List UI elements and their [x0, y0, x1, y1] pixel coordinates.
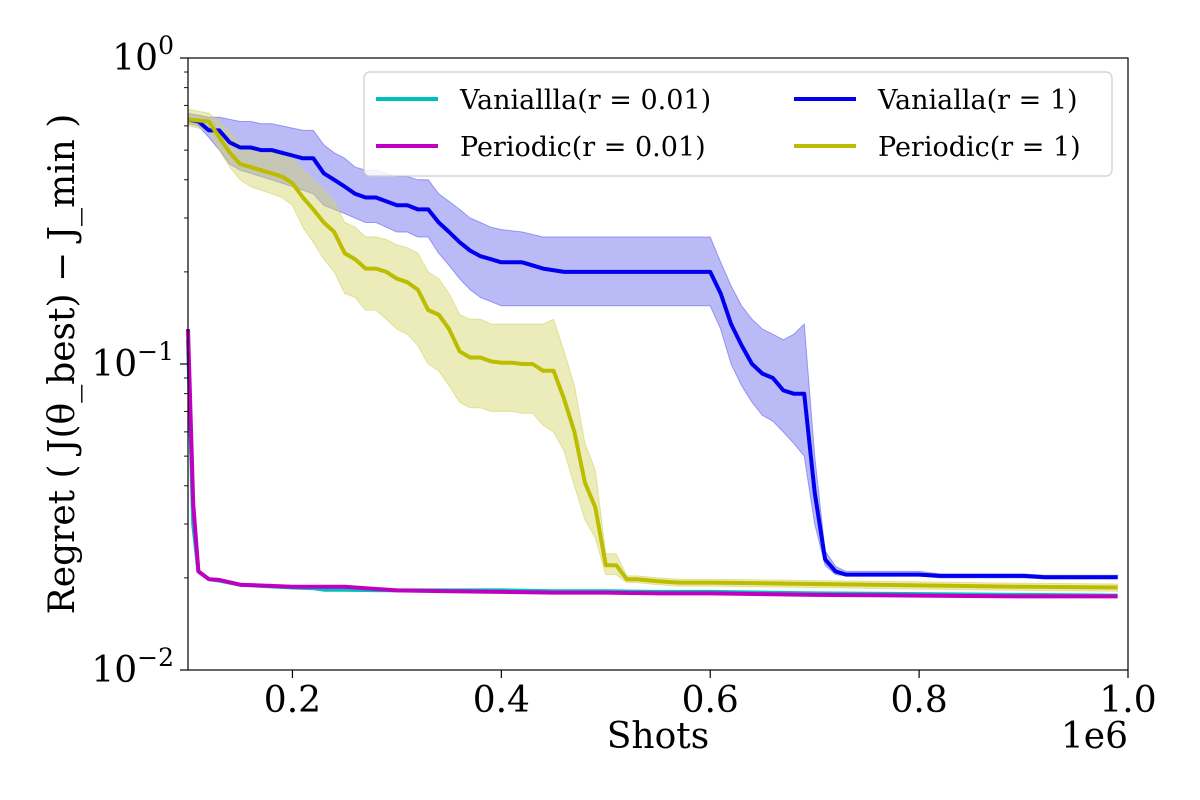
- legend-label-periodic_r001: Periodic(r = 0.01): [460, 132, 706, 163]
- y-axis-label: Regret ( J(θ_best) − J_min ): [42, 114, 83, 615]
- legend-box: [363, 71, 1113, 177]
- y-tick-label: 10−2: [91, 643, 174, 691]
- band-periodic_r1: [187, 108, 1119, 592]
- x-axis-offset-label: 1e6: [1061, 716, 1128, 757]
- legend-label-vanilla_r1: Vanialla(r = 1): [877, 85, 1078, 116]
- legend: Vaniallla(r = 0.01) Vanialla(r = 1) Period…: [363, 71, 1113, 177]
- legend-label-vanilla_r001: Vaniallla(r = 0.01): [459, 85, 711, 116]
- legend-label-periodic_r1: Periodic(r = 1): [878, 132, 1081, 163]
- line-vanilla_r1: [187, 117, 1118, 580]
- x-tick-label: 0.6: [682, 680, 739, 721]
- line-periodic_r1: [187, 117, 1118, 590]
- line-periodic_r001: [186, 329, 1118, 599]
- x-tick-label: 0.8: [890, 680, 947, 721]
- y-tick-label: 10−1: [91, 337, 174, 385]
- series-lines: [186, 117, 1118, 599]
- y-tick-label: 100: [112, 31, 174, 79]
- x-tick-label: 1.0: [1099, 680, 1156, 721]
- x-axis-label: Shots: [607, 716, 709, 757]
- x-axis-ticks: 0.2 0.4 0.6 0.8 1.0: [264, 670, 1157, 721]
- x-tick-label: 0.2: [264, 680, 321, 721]
- x-tick-label: 0.4: [473, 680, 530, 721]
- y-axis-ticks: 100 10−1 10−2: [91, 31, 188, 691]
